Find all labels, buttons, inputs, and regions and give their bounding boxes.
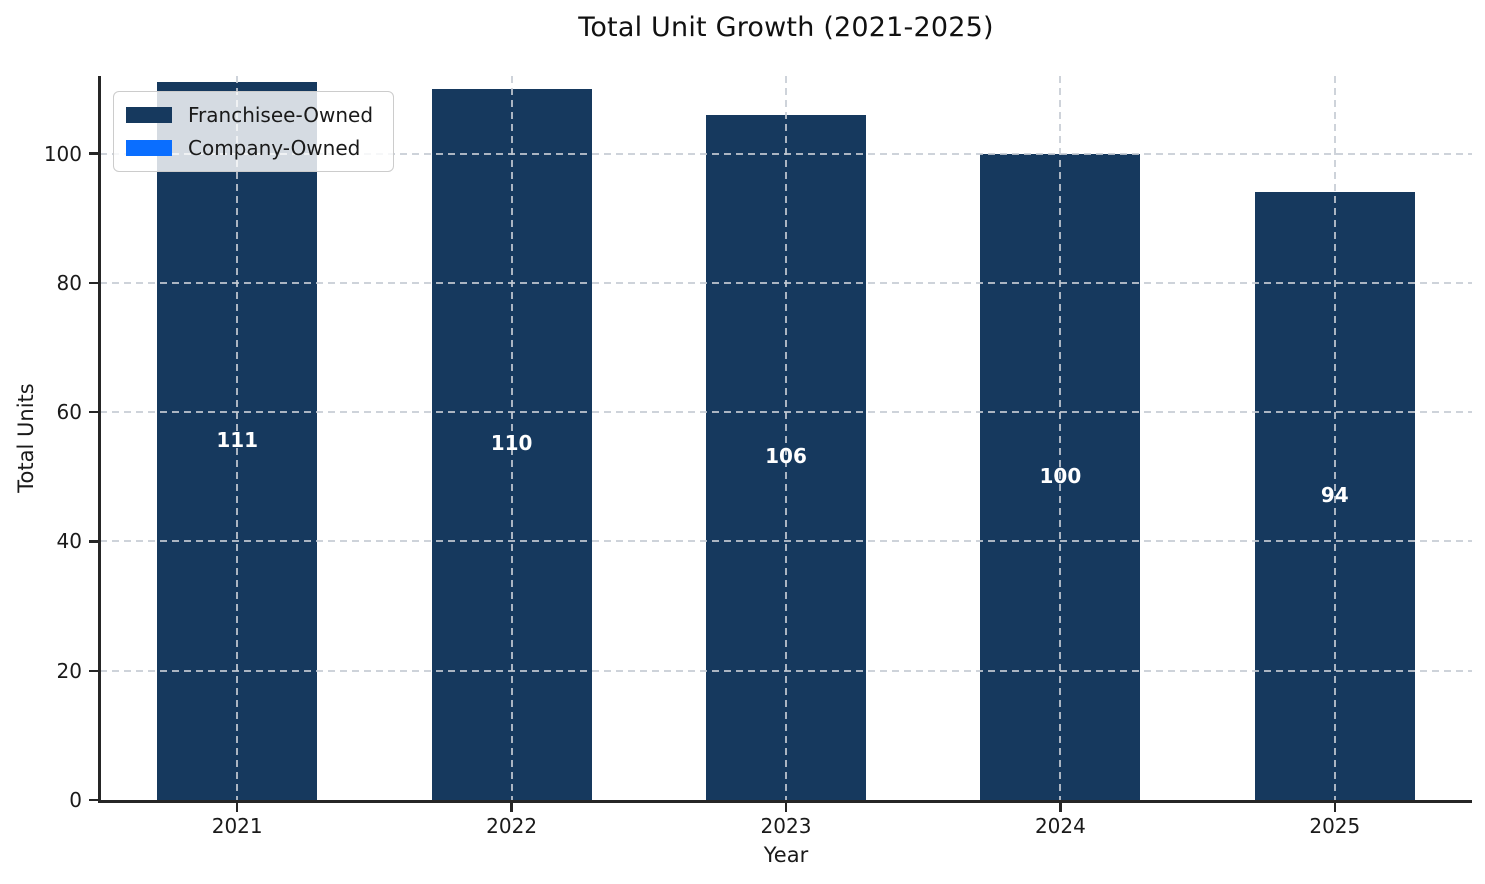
x-axis-spine — [98, 800, 1472, 803]
x-tick-2022 — [510, 803, 513, 812]
x-tick-label-2021: 2021 — [211, 814, 263, 838]
v-gridline-2024 — [1059, 76, 1062, 800]
x-tick-2023 — [784, 803, 788, 812]
y-tick-label-0: 0 — [69, 788, 82, 812]
x-tick-label-2025: 2025 — [1309, 814, 1361, 838]
y-tick-label-40: 40 — [56, 529, 82, 554]
bar-value-2022: 110 — [490, 431, 533, 456]
y-tick-20 — [89, 669, 98, 672]
x-tick-2024 — [1059, 803, 1062, 812]
y-tick-60 — [89, 410, 98, 414]
y-tick-0 — [89, 798, 98, 802]
y-tick-label-60: 60 — [56, 400, 82, 425]
v-gridline-2025 — [1333, 76, 1336, 800]
legend-item-company-owned: Company-Owned — [126, 136, 373, 160]
v-gridline-2021 — [236, 76, 239, 800]
legend-item-franchisee-owned: Franchisee-Owned — [126, 103, 373, 127]
legend-swatch-company-owned — [126, 140, 172, 156]
y-tick-80 — [89, 281, 98, 285]
x-tick-label-2024: 2024 — [1034, 814, 1086, 838]
bar-value-2021: 111 — [216, 428, 259, 453]
v-gridline-2022 — [510, 76, 513, 800]
x-axis-label: Year — [763, 843, 809, 867]
v-gridline-2023 — [785, 76, 787, 800]
y-tick-label-20: 20 — [56, 658, 82, 683]
y-tick-label-100: 100 — [43, 141, 82, 166]
bar-value-2024: 100 — [1039, 463, 1082, 488]
x-tick-2025 — [1333, 803, 1336, 812]
legend-label: Company-Owned — [188, 136, 361, 160]
legend: Franchisee-Owned Company-Owned — [113, 91, 395, 172]
y-axis-spine — [98, 76, 101, 803]
y-tick-100 — [89, 152, 98, 155]
x-tick-label-2022: 2022 — [486, 814, 538, 838]
legend-swatch-franchisee-owned — [126, 107, 172, 123]
x-tick-2021 — [236, 803, 239, 812]
y-tick-label-80: 80 — [56, 270, 82, 295]
legend-label: Franchisee-Owned — [188, 103, 374, 127]
x-tick-label-2023: 2023 — [760, 814, 812, 838]
bar-value-2023: 106 — [765, 444, 807, 469]
chart-title: Total Unit Growth (2021-2025) — [578, 12, 994, 43]
bar-value-2025: 94 — [1320, 483, 1349, 508]
y-tick-40 — [89, 540, 98, 543]
